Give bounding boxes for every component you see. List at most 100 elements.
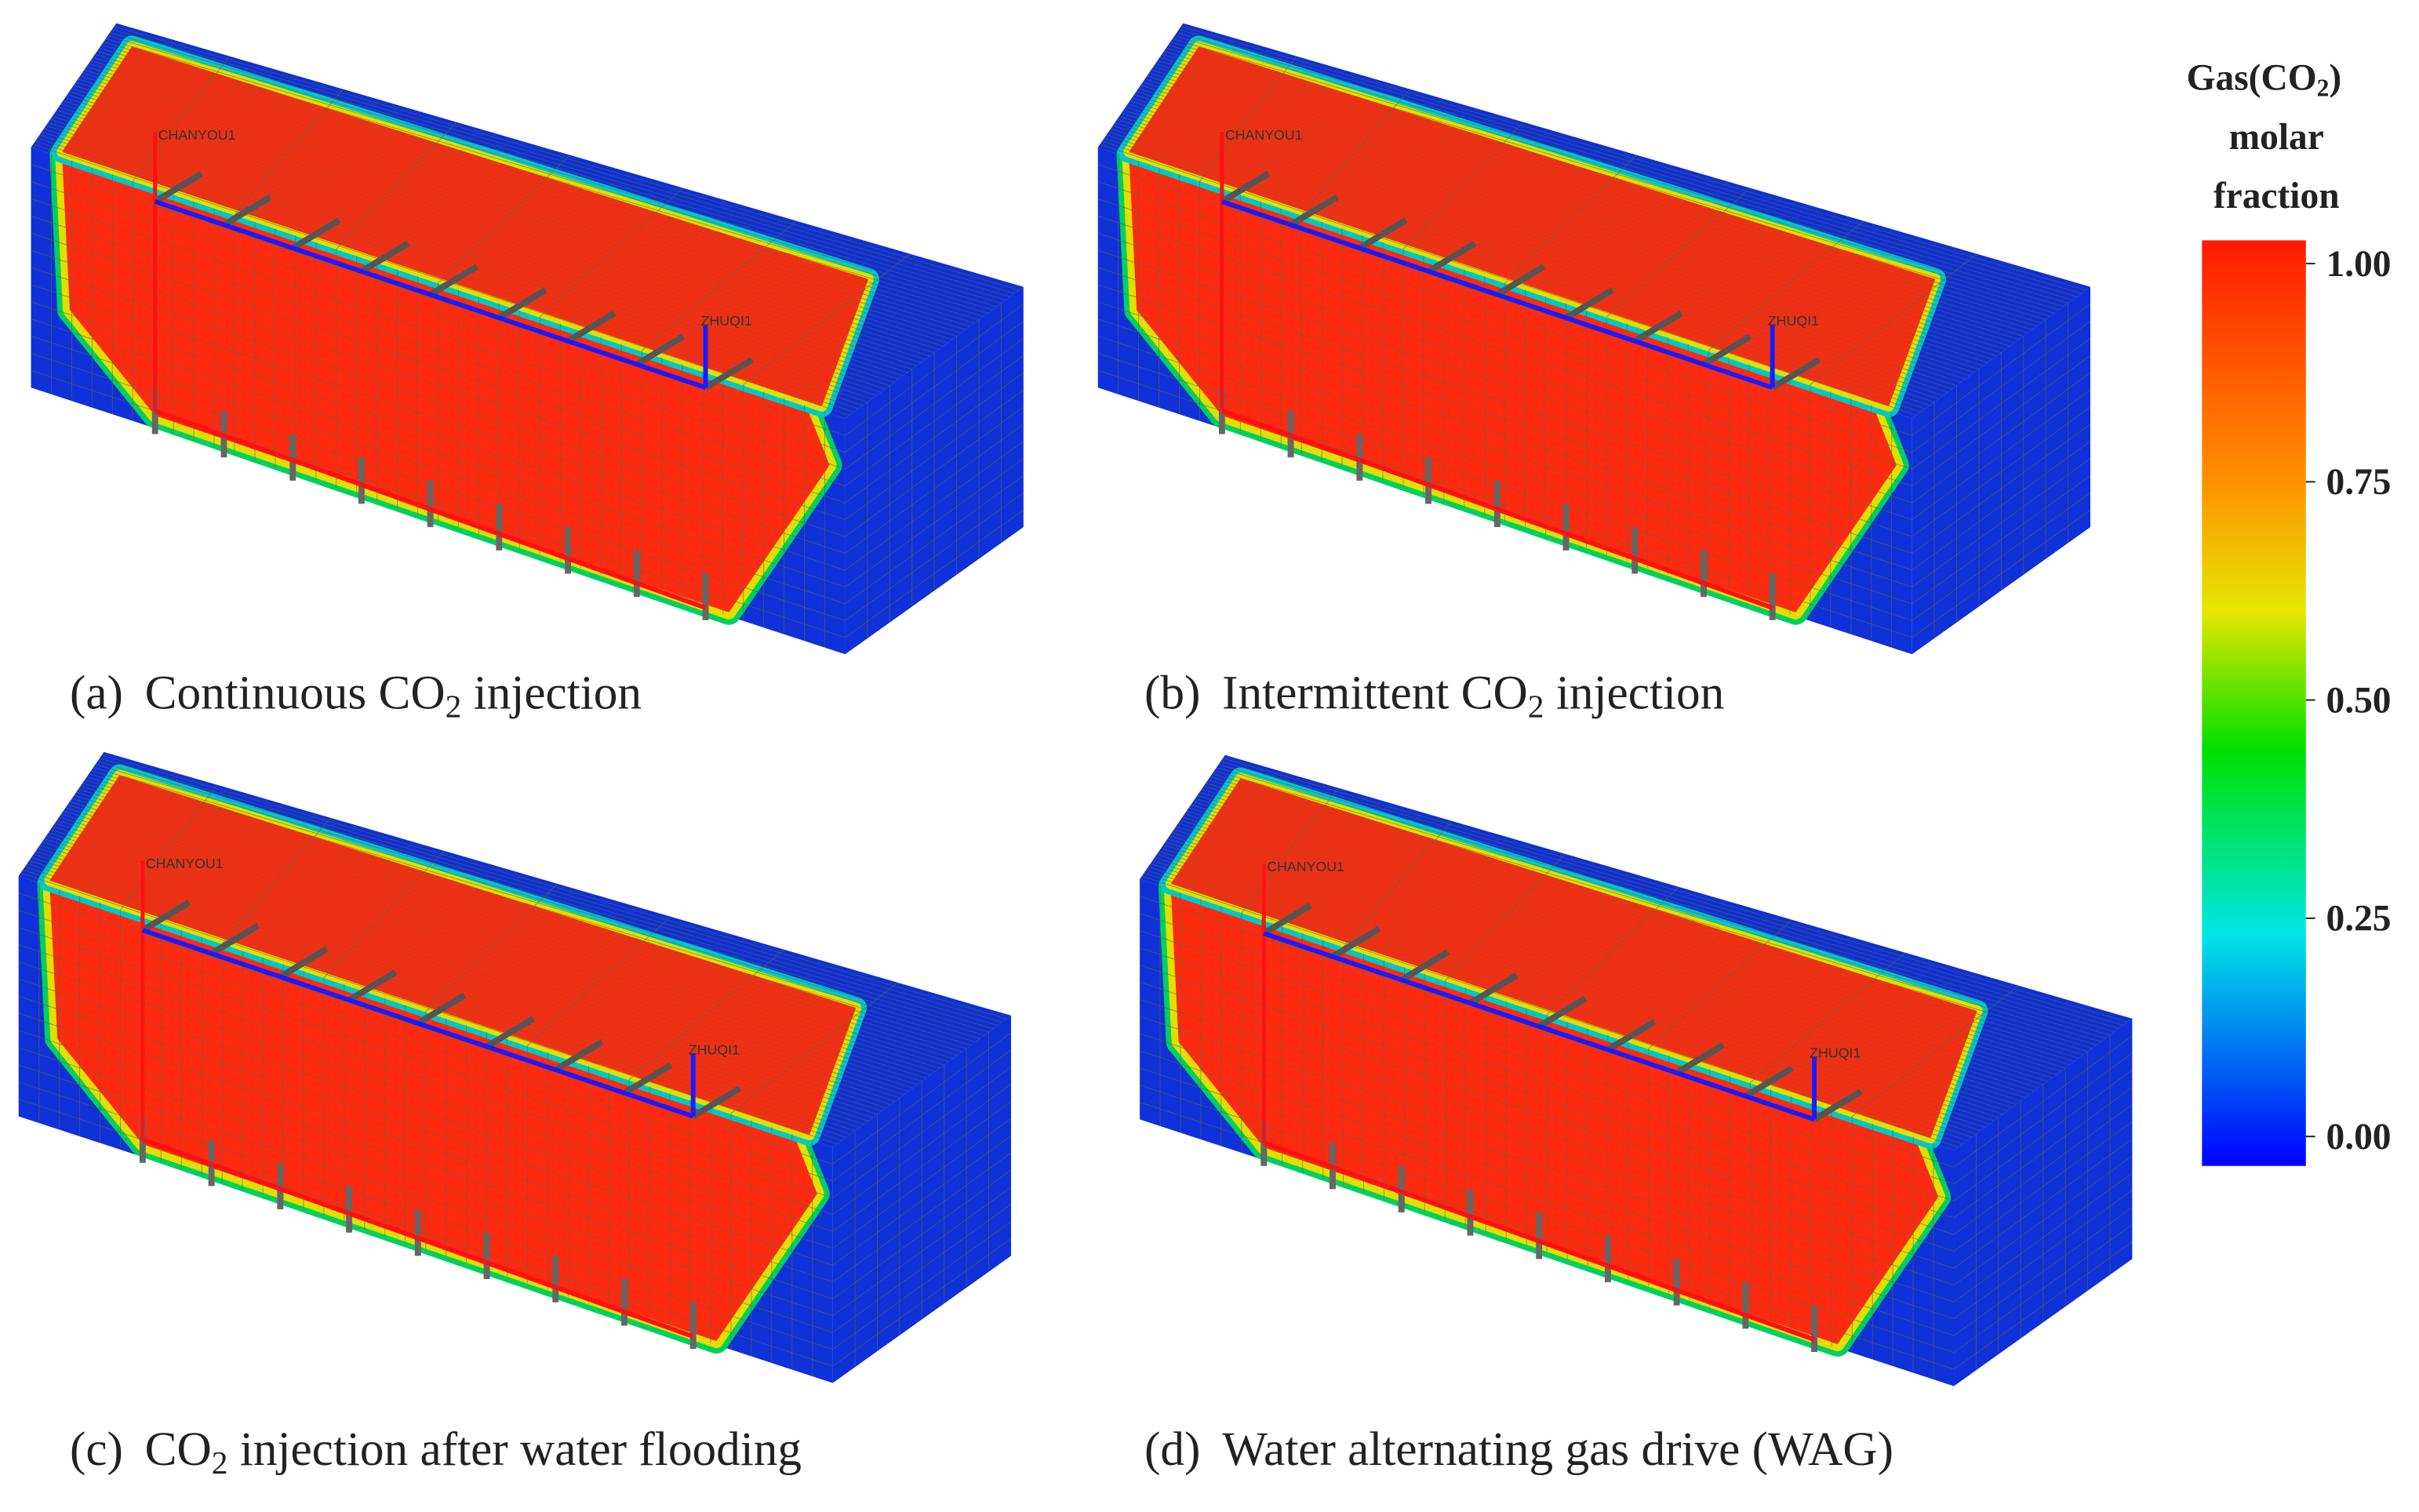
grid-line (832, 1100, 1012, 1232)
plume (1129, 154, 1897, 612)
well-branch (1770, 357, 1821, 391)
grid-line (1241, 787, 1339, 914)
grid-line (18, 1012, 833, 1283)
grid-line (1912, 303, 2091, 436)
well-branch (1220, 171, 1271, 205)
caption-text: 2 (446, 688, 462, 724)
grid-line (31, 353, 846, 621)
grid-line (845, 492, 1024, 621)
well-label: ZHUQI1 (1768, 313, 1819, 329)
colorbar-tick-label: 0.75 (2326, 462, 2392, 503)
grid-line (31, 301, 846, 571)
grid-line (18, 961, 833, 1232)
colorbar-title: Gas(CO2) (2187, 58, 2342, 102)
grid-line (845, 406, 1024, 537)
grid-line (641, 220, 798, 351)
grid-line (18, 1081, 833, 1350)
caption-text: injection after water flooding (228, 1423, 802, 1476)
grid-line (1953, 1155, 2133, 1286)
grid-line (1912, 354, 2091, 487)
grid-line (1953, 1190, 2133, 1319)
well-branch (704, 357, 754, 391)
grid-line (18, 892, 833, 1165)
grid-line (845, 389, 1024, 520)
grid-line (1953, 1172, 2133, 1303)
grid-line (323, 850, 445, 979)
grid-line (845, 338, 1024, 470)
grid-line (1912, 406, 2091, 537)
grid-line (1097, 181, 1912, 453)
well-branch (1633, 310, 1683, 344)
grid-line (1953, 1121, 2133, 1252)
grid-line (1139, 930, 1955, 1201)
grid-line (1750, 952, 1906, 1083)
well-branch (1675, 1042, 1725, 1076)
well-branch (278, 946, 329, 980)
grid-line (1504, 154, 1638, 284)
producer-bottom (1263, 1140, 1816, 1342)
grid-line (1139, 964, 1955, 1235)
caption: (b) Intermittent CO2 injection (1144, 666, 1724, 724)
grid-line (1912, 321, 2091, 453)
grid-line (1343, 820, 1453, 947)
grid-line (832, 1067, 1012, 1198)
grid-line (832, 1169, 1012, 1299)
grid-line (1097, 284, 1912, 554)
grid-line (1606, 187, 1751, 318)
grid-line (31, 164, 846, 436)
well-branch (209, 922, 260, 957)
grid-line (1912, 492, 2091, 621)
colorbar-tick-label: 0.00 (2326, 1117, 2392, 1158)
well-branch (347, 969, 398, 1003)
grid-line (832, 1032, 1012, 1165)
colorbar-title: fraction (2213, 176, 2340, 216)
caption-text: Intermittent CO (1222, 666, 1528, 719)
grid-line (1708, 220, 1864, 351)
caption-text: injection (461, 666, 642, 719)
grid-line (845, 441, 1024, 571)
grid-line (1912, 423, 2091, 554)
panel: CHANYOU1 ZHUQI1 (1139, 754, 2133, 1387)
grid-line (1097, 249, 1912, 521)
well-branch (497, 287, 547, 321)
well-label: CHANYOU1 (1267, 859, 1344, 874)
grid-line (18, 927, 833, 1198)
grid-line (845, 354, 1024, 487)
well-branch (635, 333, 686, 367)
grid-line (1139, 1016, 1955, 1286)
grid-line (1139, 1033, 1955, 1303)
grid-line (845, 509, 1024, 638)
grid-line (1097, 198, 1912, 470)
plume (49, 883, 817, 1342)
caption-text: 2 (1528, 688, 1544, 724)
well-branch (554, 1039, 604, 1073)
grid-line (18, 1064, 833, 1333)
grid-line (31, 336, 846, 605)
caption: (c) CO2 injection after water flooding (70, 1423, 802, 1481)
grid-line (120, 784, 218, 910)
producer-bottom (154, 409, 707, 610)
grid-line (18, 978, 833, 1249)
grid-line (1139, 947, 1955, 1219)
grid-line (832, 1238, 1012, 1367)
grid-line (1139, 913, 1955, 1185)
grid-line (539, 187, 684, 318)
well-label: CHANYOU1 (1225, 127, 1303, 143)
grid-line (1648, 919, 1793, 1049)
well-branch (1701, 333, 1752, 367)
caption-text: CO (145, 1423, 212, 1476)
grid-line (18, 910, 833, 1182)
grid-line (1912, 389, 2091, 520)
grid-line (527, 916, 671, 1046)
grid-line (31, 198, 846, 470)
grid-line (1953, 1070, 2133, 1201)
grid-line (1199, 56, 1297, 182)
well-branch (1289, 194, 1339, 228)
well-label: CHANYOU1 (146, 856, 224, 871)
caption-label: (b) (1144, 666, 1200, 719)
grid-line (1912, 338, 2091, 470)
plume (62, 154, 830, 612)
grid-line (31, 318, 846, 587)
grid-line (628, 949, 785, 1080)
